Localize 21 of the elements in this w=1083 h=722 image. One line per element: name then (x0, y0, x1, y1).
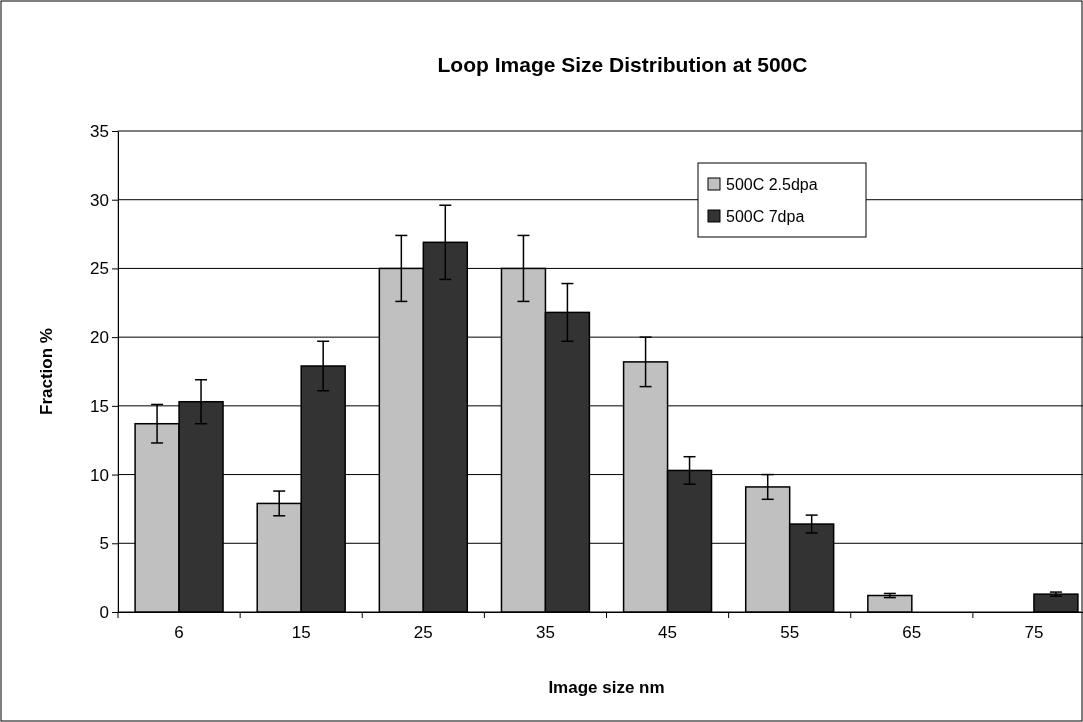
y-tick-label: 15 (90, 396, 109, 416)
x-axis-title: Image size nm (548, 678, 665, 697)
y-tick-label: 25 (90, 259, 109, 279)
y-axis-title: Fraction % (37, 328, 56, 415)
x-tick-label: 35 (535, 623, 555, 643)
x-tick-label: 65 (902, 623, 922, 643)
x-tick-label: 15 (291, 623, 311, 643)
legend-label: 500C 7dpa (726, 208, 805, 225)
x-tick-label: 55 (780, 623, 800, 643)
x-tick-label: 75 (1024, 623, 1044, 643)
y-tick-label: 30 (90, 190, 109, 210)
x-tick-label: 6 (174, 623, 184, 643)
y-tick-label: 20 (90, 328, 109, 348)
x-tick-label: 25 (413, 623, 433, 643)
y-tick-label: 0 (99, 602, 109, 622)
y-tick-label: 10 (90, 465, 109, 485)
legend-label: 500C 2.5dpa (726, 176, 818, 193)
chart-title: Loop Image Size Distribution at 500C (437, 53, 808, 76)
x-tick-label: 45 (658, 623, 678, 643)
y-tick-label: 5 (99, 534, 109, 554)
y-tick-label: 35 (90, 121, 109, 141)
